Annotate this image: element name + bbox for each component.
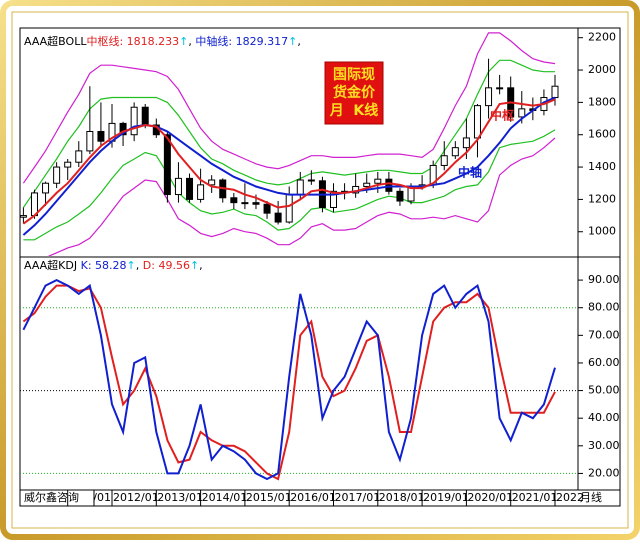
x-tick-label: 2014/01	[202, 491, 248, 504]
y-tick-label: 30.00	[588, 439, 620, 452]
candle-body	[208, 179, 216, 186]
x-tick-label: 2013/01	[157, 491, 203, 504]
candle-body	[385, 178, 393, 192]
candle-body	[186, 177, 194, 200]
candle-body	[64, 161, 72, 168]
series-line	[23, 129, 556, 241]
candle-body	[551, 85, 559, 99]
y-tick-label: 1000	[588, 225, 616, 238]
price-panel	[20, 32, 559, 256]
candle-body	[396, 190, 404, 202]
candle-body	[130, 106, 138, 136]
candle-body	[307, 179, 315, 182]
legend-value: 49.56	[158, 259, 190, 272]
series-line	[22, 284, 556, 481]
candle-body	[20, 215, 27, 218]
y-tick-label: 90.00	[588, 273, 620, 286]
x-tick-label: 2019/01	[423, 491, 469, 504]
candle-body	[485, 87, 493, 107]
y-tick-label: 70.00	[588, 328, 620, 341]
candle-body	[163, 134, 171, 196]
candle-body	[462, 137, 470, 149]
y-tick-label: 80.00	[588, 301, 620, 314]
y-tick-label: 2200	[588, 31, 616, 44]
candle-body	[174, 177, 182, 196]
candle-body	[241, 202, 249, 205]
axes: 1000 1200 1400 1600 1800 2000 2200 20.00 30.00 40…	[578, 31, 620, 479]
candle-body	[86, 130, 94, 152]
series-line	[22, 98, 556, 225]
candle-body	[374, 178, 382, 184]
candle-body	[451, 147, 459, 157]
y-tick-label: 1400	[588, 160, 616, 173]
x-tick-label: 2012/01	[113, 491, 159, 504]
candle-body	[518, 108, 526, 118]
kdj-panel	[20, 278, 578, 481]
candle-body	[296, 179, 304, 196]
candle-body	[53, 166, 61, 184]
legends: AAA超BOLL中枢线: 1818.233↑, 中轴线: 1829.317↑, …	[24, 34, 301, 272]
candle-body	[440, 155, 448, 166]
source-box	[19, 489, 95, 507]
legend-name: D	[143, 259, 151, 272]
source: 威尔鑫咨询	[24, 490, 79, 504]
annotation: 中轴	[458, 165, 482, 180]
badge-text: 货金价	[332, 84, 376, 101]
candle-body	[230, 197, 238, 204]
candle-body	[252, 202, 260, 205]
y-tick-label: 60.00	[588, 356, 620, 369]
series-line	[22, 32, 556, 184]
series-line	[47, 137, 556, 256]
y-tick-label: 1200	[588, 192, 616, 205]
x-tick-label: 2020/01	[467, 491, 513, 504]
legend-value: 58.28	[95, 259, 127, 272]
legend: AAA超KDJ K: 58.28↑, D: 49.56↑,	[24, 258, 203, 272]
series-line	[22, 278, 556, 481]
candle-body	[330, 190, 337, 208]
annotation: 中枢	[490, 108, 514, 123]
y-tick-label: 1600	[588, 128, 616, 141]
legend-value: 1818.233	[127, 35, 180, 48]
inner-frame	[11, 11, 629, 529]
candle-body	[263, 203, 271, 214]
x-tick-label: /01	[93, 491, 111, 504]
y-tick-label: 40.00	[588, 411, 620, 424]
x-tick-label: 2018/01	[379, 491, 425, 504]
y-tick-label: 20.00	[588, 466, 620, 479]
series-line	[22, 96, 556, 236]
candle-body	[285, 194, 293, 223]
x-tick-label: 2016/01	[290, 491, 336, 504]
y-tick-label: 1800	[588, 95, 616, 108]
legend-name: 中枢线	[86, 34, 119, 48]
candle-body	[75, 150, 83, 163]
candle-body	[119, 122, 127, 136]
candle-body	[496, 87, 504, 90]
x-tick-label: 2021/01	[512, 491, 558, 504]
y-tick-label: 2000	[588, 63, 616, 76]
candle-body	[97, 130, 105, 142]
candle-body	[197, 184, 205, 200]
badge	[324, 61, 384, 125]
legend-name: K	[81, 259, 89, 272]
badge-text: 月 K线	[329, 102, 379, 119]
period-label: 月线	[580, 490, 602, 504]
x-tick-label: 2015/01	[246, 491, 292, 504]
badge-text: 国际现	[333, 67, 375, 83]
candle-body	[274, 212, 282, 223]
candle-body	[42, 182, 50, 194]
legend: AAA超BOLL中枢线: 1818.233↑, 中轴线: 1829.317↑,	[24, 34, 301, 48]
x-tick-label: 2022	[556, 491, 584, 504]
panel-title: AAA超KDJ	[24, 258, 77, 272]
candle-body	[473, 105, 481, 139]
y-tick-label: 50.00	[588, 384, 620, 397]
panel-title: AAA超BOLL	[24, 34, 87, 48]
x-tick-label: 2017/01	[335, 491, 381, 504]
legend-name: 中轴线	[195, 34, 228, 48]
candle-body	[141, 106, 149, 126]
legend-value: 1829.317	[236, 35, 289, 48]
candle-body	[363, 182, 371, 187]
